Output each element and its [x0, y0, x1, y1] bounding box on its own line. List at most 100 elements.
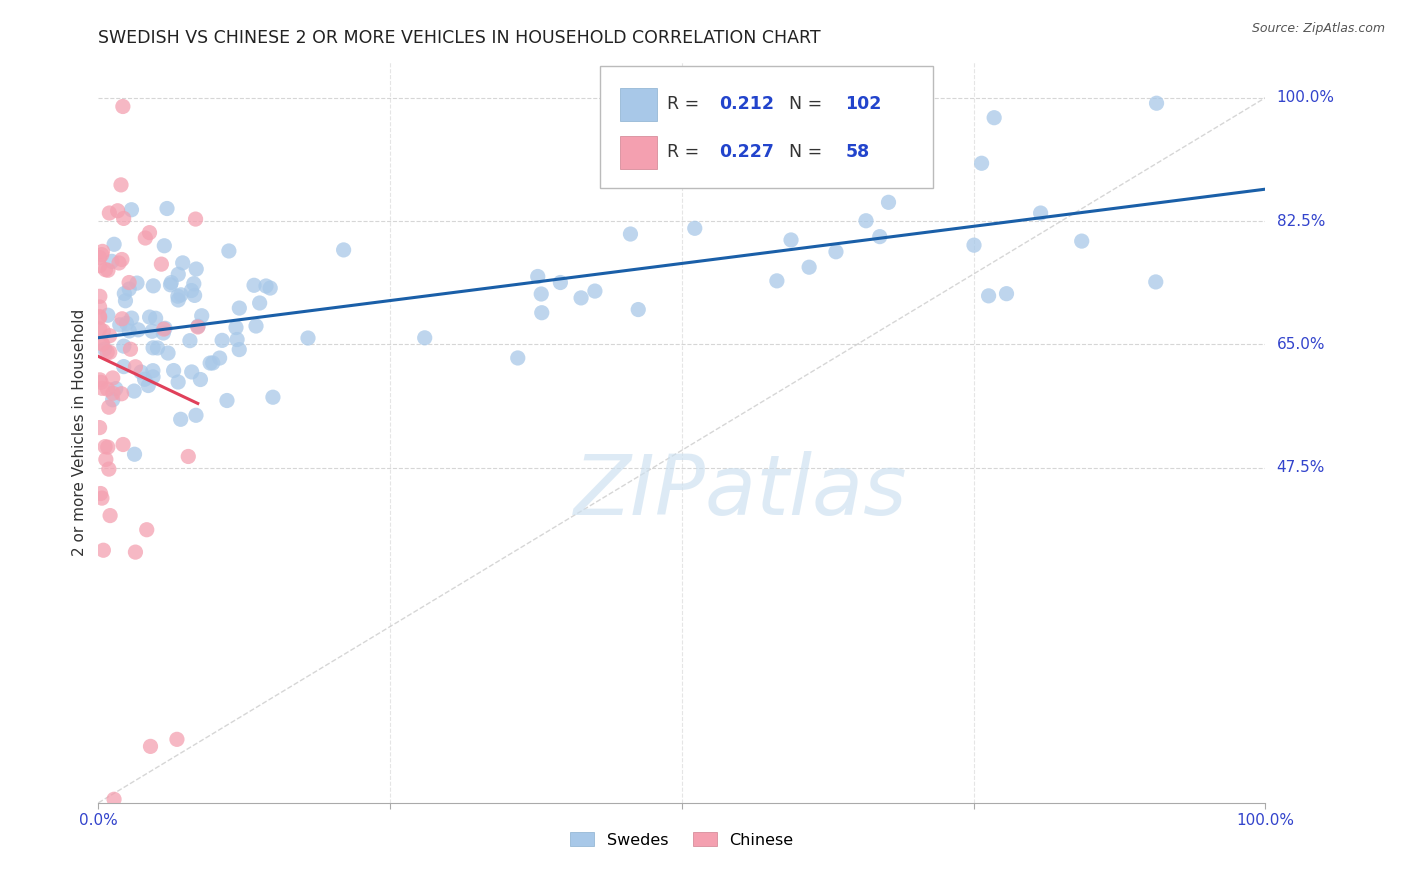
- FancyBboxPatch shape: [620, 136, 658, 169]
- Swedes: [134, 372, 156, 386]
- Chinese: [124, 545, 146, 559]
- Chinese: [98, 328, 121, 343]
- Text: 65.0%: 65.0%: [1277, 337, 1324, 352]
- Swedes: [124, 447, 146, 461]
- Swedes: [112, 339, 135, 353]
- Swedes: [114, 293, 136, 308]
- Swedes: [136, 378, 159, 392]
- Swedes: [619, 227, 641, 241]
- Chinese: [101, 371, 124, 385]
- Chinese: [90, 376, 112, 390]
- Swedes: [262, 390, 284, 404]
- Swedes: [179, 334, 201, 348]
- Swedes: [141, 324, 163, 338]
- Swedes: [766, 274, 789, 288]
- Y-axis label: 2 or more Vehicles in Household: 2 or more Vehicles in Household: [72, 309, 87, 557]
- Swedes: [855, 163, 877, 178]
- Swedes: [153, 239, 176, 253]
- Swedes: [180, 365, 202, 379]
- Chinese: [89, 310, 111, 325]
- Swedes: [226, 333, 249, 347]
- Text: 47.5%: 47.5%: [1277, 460, 1324, 475]
- Chinese: [97, 462, 120, 476]
- Chinese: [91, 244, 114, 259]
- Chinese: [91, 337, 114, 351]
- Swedes: [118, 324, 141, 338]
- Chinese: [107, 203, 129, 218]
- Chinese: [94, 262, 117, 277]
- Text: 0.212: 0.212: [720, 95, 775, 113]
- Swedes: [995, 286, 1018, 301]
- Chinese: [93, 543, 115, 558]
- Chinese: [89, 420, 111, 434]
- Swedes: [186, 262, 208, 277]
- FancyBboxPatch shape: [600, 66, 932, 188]
- Swedes: [215, 393, 238, 408]
- Text: N =: N =: [778, 144, 827, 161]
- Text: 102: 102: [845, 95, 882, 113]
- Text: R =: R =: [666, 144, 704, 161]
- Swedes: [877, 195, 900, 210]
- Swedes: [167, 268, 190, 282]
- Text: Source: ZipAtlas.com: Source: ZipAtlas.com: [1251, 22, 1385, 36]
- Swedes: [146, 341, 169, 355]
- Swedes: [332, 243, 354, 257]
- Chinese: [138, 226, 160, 240]
- Swedes: [201, 356, 224, 370]
- Chinese: [98, 508, 121, 523]
- Swedes: [103, 237, 125, 252]
- Swedes: [259, 281, 281, 295]
- Swedes: [142, 370, 165, 384]
- Chinese: [89, 322, 111, 336]
- Swedes: [243, 278, 266, 293]
- Swedes: [983, 111, 1005, 125]
- Chinese: [118, 276, 141, 290]
- Chinese: [94, 440, 117, 454]
- Chinese: [90, 491, 112, 505]
- Text: 58: 58: [845, 144, 869, 161]
- Text: N =: N =: [778, 95, 827, 113]
- Chinese: [112, 211, 135, 226]
- Chinese: [96, 382, 118, 396]
- Chinese: [97, 401, 120, 415]
- Swedes: [245, 318, 267, 333]
- Chinese: [90, 336, 112, 351]
- Swedes: [101, 254, 124, 268]
- Swedes: [183, 277, 205, 291]
- Chinese: [89, 289, 111, 303]
- Swedes: [1070, 234, 1092, 248]
- Swedes: [160, 276, 183, 290]
- Swedes: [208, 351, 231, 365]
- Chinese: [166, 732, 188, 747]
- Swedes: [190, 309, 212, 323]
- Swedes: [297, 331, 319, 345]
- Chinese: [89, 259, 111, 273]
- Chinese: [110, 386, 132, 401]
- Swedes: [249, 296, 271, 310]
- Chinese: [139, 739, 162, 754]
- Text: SWEDISH VS CHINESE 2 OR MORE VEHICLES IN HOUSEHOLD CORRELATION CHART: SWEDISH VS CHINESE 2 OR MORE VEHICLES IN…: [98, 29, 821, 47]
- Swedes: [180, 284, 202, 298]
- Chinese: [90, 486, 112, 500]
- Swedes: [683, 221, 706, 235]
- Swedes: [157, 346, 180, 360]
- Chinese: [94, 452, 117, 467]
- Swedes: [583, 284, 606, 298]
- Swedes: [218, 244, 240, 258]
- Chinese: [90, 247, 112, 261]
- Swedes: [172, 256, 194, 270]
- Legend: Swedes, Chinese: Swedes, Chinese: [564, 826, 800, 854]
- Chinese: [177, 450, 200, 464]
- Swedes: [797, 260, 820, 275]
- Chinese: [111, 252, 134, 267]
- Swedes: [170, 288, 193, 302]
- Text: 0.227: 0.227: [720, 144, 775, 161]
- Chinese: [108, 256, 131, 270]
- Swedes: [138, 310, 160, 324]
- Swedes: [413, 331, 436, 345]
- FancyBboxPatch shape: [620, 87, 658, 121]
- Swedes: [125, 276, 148, 290]
- Swedes: [1146, 96, 1168, 111]
- Chinese: [89, 300, 111, 314]
- Chinese: [98, 345, 121, 359]
